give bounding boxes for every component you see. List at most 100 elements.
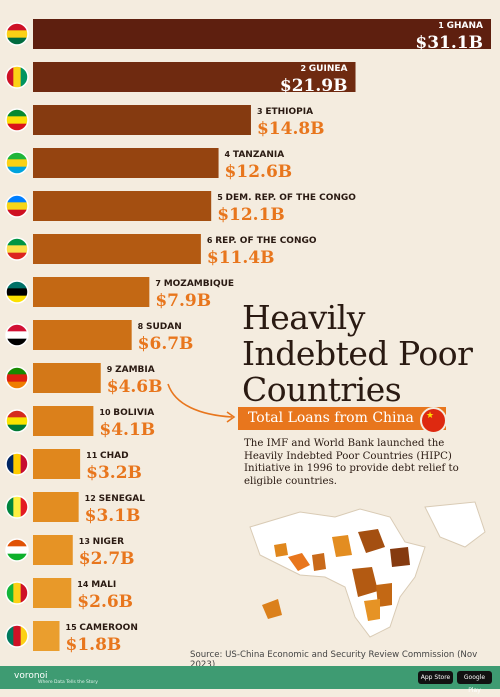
flag-icon <box>6 453 28 475</box>
flag-icon <box>6 410 28 432</box>
bar-ghana <box>33 19 491 49</box>
bar-cameroon <box>33 621 60 651</box>
callout-arrow <box>167 383 233 418</box>
bar-senegal <box>33 492 79 522</box>
flag-icon <box>6 281 28 303</box>
flag-icon <box>6 238 28 260</box>
bar-value-label: $4.1B <box>99 420 155 440</box>
country-name: REP. OF THE CONGO <box>215 236 317 246</box>
flag-ring <box>5 194 29 218</box>
flag-ring <box>5 409 29 433</box>
brand-logo[interactable]: voronoi <box>14 671 48 681</box>
flag-icon <box>6 66 28 88</box>
flag-ring <box>5 624 29 648</box>
bar-value-label: $2.7B <box>79 549 135 569</box>
flag-icon <box>6 367 28 389</box>
bar-chart: 1 GHANA $31.1B 2 GUINEA $21.9B 3 ETHIOPIA $14… <box>5 19 491 655</box>
rank-badge: 2 <box>300 64 308 73</box>
rank-badge: 10 <box>99 408 113 417</box>
country-name: BOLIVIA <box>113 408 154 418</box>
app-store-button[interactable]: App Store <box>418 671 453 684</box>
bar-category-label: 6 REP. OF THE CONGO <box>207 236 317 246</box>
bar-mozambique <box>33 277 150 307</box>
flag-ring <box>5 452 29 476</box>
rank-badge: 15 <box>66 623 80 632</box>
bar-dem-rep-of-the-congo <box>33 191 212 221</box>
bar-value-label: $11.4B <box>207 248 275 268</box>
bar-category-label: 15 CAMEROON <box>66 623 138 633</box>
flag-icon <box>6 324 28 346</box>
bar-category-label: 5 DEM. REP. OF THE CONGO <box>217 193 356 203</box>
country-name: SENEGAL <box>99 494 146 504</box>
flag-ring <box>5 366 29 390</box>
bar-category-label: 7 MOZAMBIQUE <box>155 279 234 289</box>
rank-badge: 3 <box>257 107 265 116</box>
flag-ring <box>5 108 29 132</box>
rank-badge: 1 <box>438 21 446 30</box>
chart-title: Heavily Indebted Poor Countries <box>242 298 473 409</box>
bar-value-label: $3.2B <box>86 463 142 483</box>
rank-badge: 9 <box>107 365 115 374</box>
country-name: SUDAN <box>146 322 182 332</box>
bar-chad <box>33 449 81 479</box>
country-name: MOZAMBIQUE <box>164 279 234 289</box>
bar-category-label: 3 ETHIOPIA <box>257 107 313 117</box>
bar-zambia <box>33 363 101 393</box>
country-name: ETHIOPIA <box>265 107 313 117</box>
bar-category-label: 1 GHANA <box>438 21 483 31</box>
brand-tagline: Where Data Tells the Story <box>38 680 98 685</box>
rank-badge: 7 <box>155 279 163 288</box>
africa-map-icon <box>249 501 486 638</box>
bar-niger <box>33 535 73 565</box>
bar-value-label: $3.1B <box>85 506 141 526</box>
flag-icon <box>6 195 28 217</box>
flag-ring <box>5 65 29 89</box>
bar-category-label: 11 CHAD <box>86 451 128 461</box>
google-play-button[interactable]: Google Play <box>457 671 492 694</box>
flag-icon <box>6 496 28 518</box>
country-name: MALI <box>91 580 116 590</box>
flag-icon <box>6 109 28 131</box>
bar-value-label: $1.8B <box>66 635 122 655</box>
flag-ring <box>5 237 29 261</box>
rank-badge: 8 <box>138 322 146 331</box>
bar-category-label: 10 BOLIVIA <box>99 408 154 418</box>
flag-ring <box>5 581 29 605</box>
bar-value-label: $31.1B <box>415 33 483 53</box>
china-flag-icon: ★ <box>420 407 447 434</box>
country-name: GHANA <box>447 21 483 31</box>
country-name: ZAMBIA <box>115 365 155 375</box>
flag-icon <box>6 23 28 45</box>
bar-value-label: $4.6B <box>107 377 163 397</box>
rank-badge: 5 <box>217 193 225 202</box>
country-name: NIGER <box>93 537 124 547</box>
bar-category-label: 12 SENEGAL <box>85 494 146 504</box>
bar-category-label: 9 ZAMBIA <box>107 365 155 375</box>
rank-badge: 6 <box>207 236 215 245</box>
flag-ring <box>5 538 29 562</box>
flag-ring <box>5 22 29 46</box>
bar-category-label: 8 SUDAN <box>138 322 182 332</box>
description: The IMF and World Bank launched the Heav… <box>244 438 459 487</box>
country-name: TANZANIA <box>233 150 284 160</box>
rank-badge: 12 <box>85 494 99 503</box>
country-name: GUINEA <box>309 64 348 74</box>
bar-value-label: $2.6B <box>77 592 133 612</box>
footer-bar: voronoi Where Data Tells the Story App S… <box>0 666 500 694</box>
chart-subtitle: Total Loans from China <box>238 407 446 430</box>
bar-category-label: 4 TANZANIA <box>225 150 285 160</box>
bar-mali <box>33 578 72 608</box>
rank-badge: 14 <box>77 580 91 589</box>
flag-icon <box>6 152 28 174</box>
bar-value-label: $6.7B <box>138 334 194 354</box>
country-name: CAMEROON <box>79 623 137 633</box>
bar-value-label: $12.1B <box>217 205 285 225</box>
source-note: Source: US-China Economic and Security R… <box>190 650 478 670</box>
flag-ring <box>5 151 29 175</box>
bar-value-label: $7.9B <box>155 291 211 311</box>
country-name: CHAD <box>100 451 129 461</box>
flag-ring <box>5 495 29 519</box>
rank-badge: 4 <box>225 150 233 159</box>
bar-ethiopia <box>33 105 251 135</box>
bar-category-label: 14 MALI <box>77 580 116 590</box>
